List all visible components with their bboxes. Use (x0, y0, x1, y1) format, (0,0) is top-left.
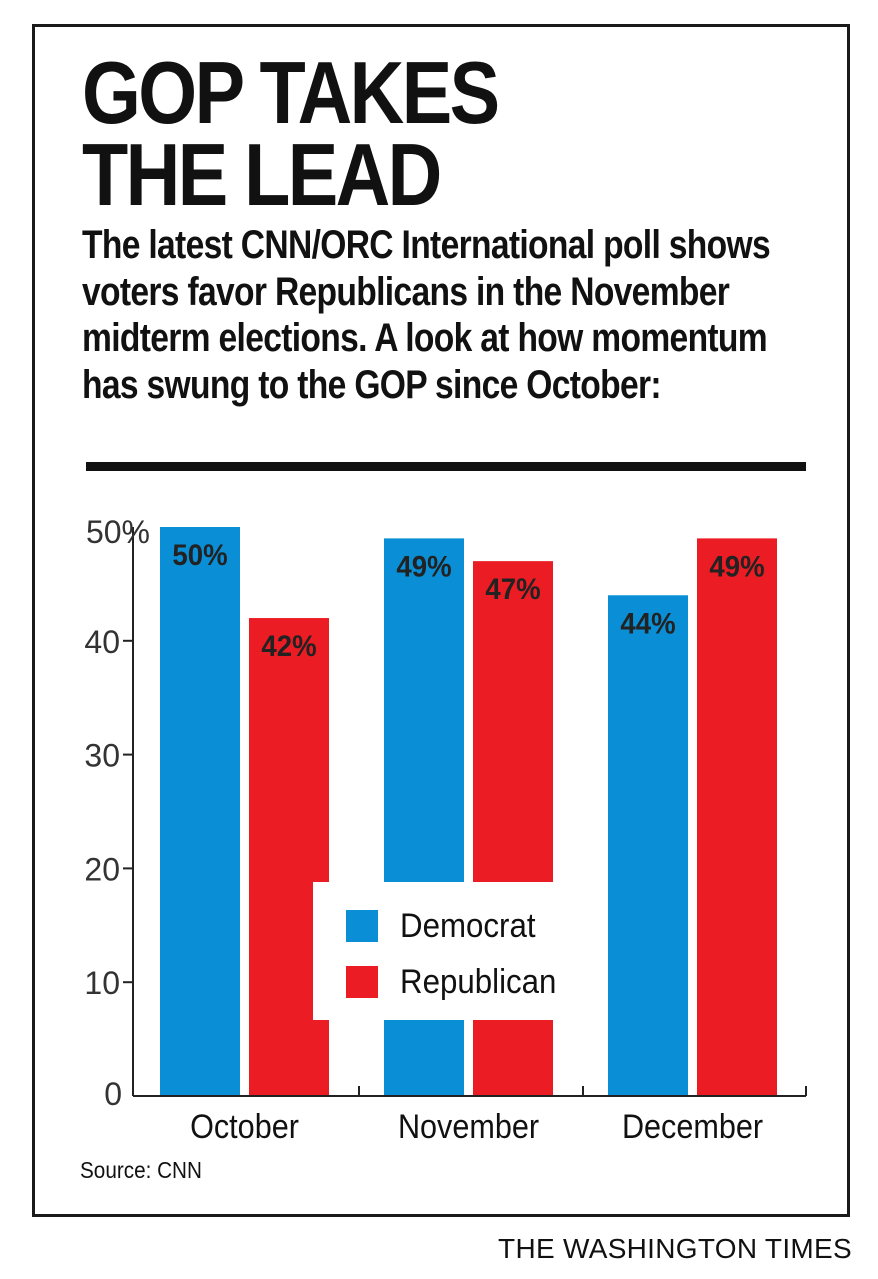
data-label-republican-october: 42% (261, 630, 316, 663)
legend-swatch-republican (346, 966, 378, 998)
data-label-democrat-october: 50% (172, 539, 227, 572)
bar-democrat-december (608, 595, 688, 1096)
y-tick-label-0: 0 (104, 1076, 122, 1112)
subheadline: The latest CNN/ORC International poll sh… (82, 223, 771, 407)
data-label-democrat-december: 44% (620, 607, 675, 640)
graphic-frame (32, 24, 850, 1217)
y-tick-label-40: 40 (84, 624, 120, 660)
y-tick-label-10: 10 (84, 965, 120, 1001)
publisher-credit: THE WASHINGTON TIMES (498, 1233, 852, 1264)
x-category-label-december: December (622, 1108, 763, 1146)
y-tick-label-50: 50% (86, 514, 150, 550)
y-tick-label-30: 30 (84, 738, 120, 774)
bar-republican-december (697, 538, 777, 1096)
data-label-republican-december: 49% (709, 550, 764, 583)
legend-label-republican: Republican (400, 962, 556, 1001)
source-note: Source: CNN (80, 1157, 202, 1183)
legend-label-democrat: Democrat (400, 906, 536, 945)
headline: GOP TAKES THE LEAD (82, 43, 500, 224)
y-tick-label-20: 20 (84, 851, 120, 887)
data-label-democrat-november: 49% (396, 550, 451, 583)
divider-rule (86, 462, 806, 471)
x-category-label-october: October (190, 1108, 299, 1146)
bar-republican-october (249, 618, 329, 1096)
bar-democrat-october (160, 527, 240, 1096)
data-label-republican-november: 47% (485, 573, 540, 606)
x-category-label-november: November (398, 1108, 539, 1146)
legend-swatch-democrat (346, 910, 378, 942)
